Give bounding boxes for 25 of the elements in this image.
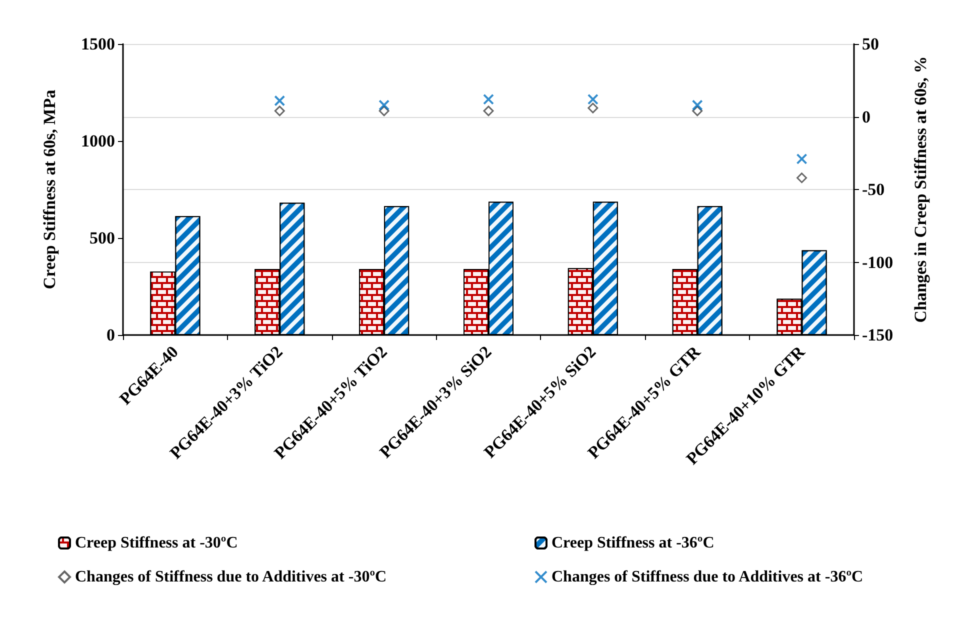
- y-tick-label: 1500: [81, 34, 115, 54]
- point: [796, 172, 808, 184]
- legend-label: Changes of Stiffness due to Additives at -30ºC: [75, 568, 387, 586]
- point: [587, 94, 598, 105]
- point: [378, 100, 390, 111]
- point: [483, 106, 494, 116]
- y-tick-label: 0: [106, 326, 115, 344]
- point: [483, 94, 494, 105]
- legend-label: Creep Stiffness at -36ºC: [552, 534, 714, 552]
- y2-axis-title: Changes in Creep Stiffness at 60s, %: [911, 56, 930, 323]
- legend-label: Creep Stiffness at -30ºC: [75, 534, 238, 552]
- point: [796, 153, 808, 164]
- y-axis-title: Creep Stiffness at 60s, MPa: [40, 89, 59, 290]
- legend-label: Changes of Stiffness due to Additives at -36ºC: [552, 568, 864, 586]
- point: [588, 102, 598, 114]
- y2-tick-label: -100: [862, 252, 894, 272]
- point: [274, 106, 285, 116]
- y2-tick-label: 0: [862, 107, 870, 126]
- y-tick-label: 1000: [81, 132, 115, 150]
- point: [274, 95, 286, 106]
- point: [692, 100, 703, 111]
- y-tick-label: 500: [90, 228, 115, 248]
- y2-tick-label: -150: [862, 326, 894, 344]
- y2-tick-label: 50: [862, 34, 879, 54]
- y2-tick-label: -50: [862, 180, 885, 199]
